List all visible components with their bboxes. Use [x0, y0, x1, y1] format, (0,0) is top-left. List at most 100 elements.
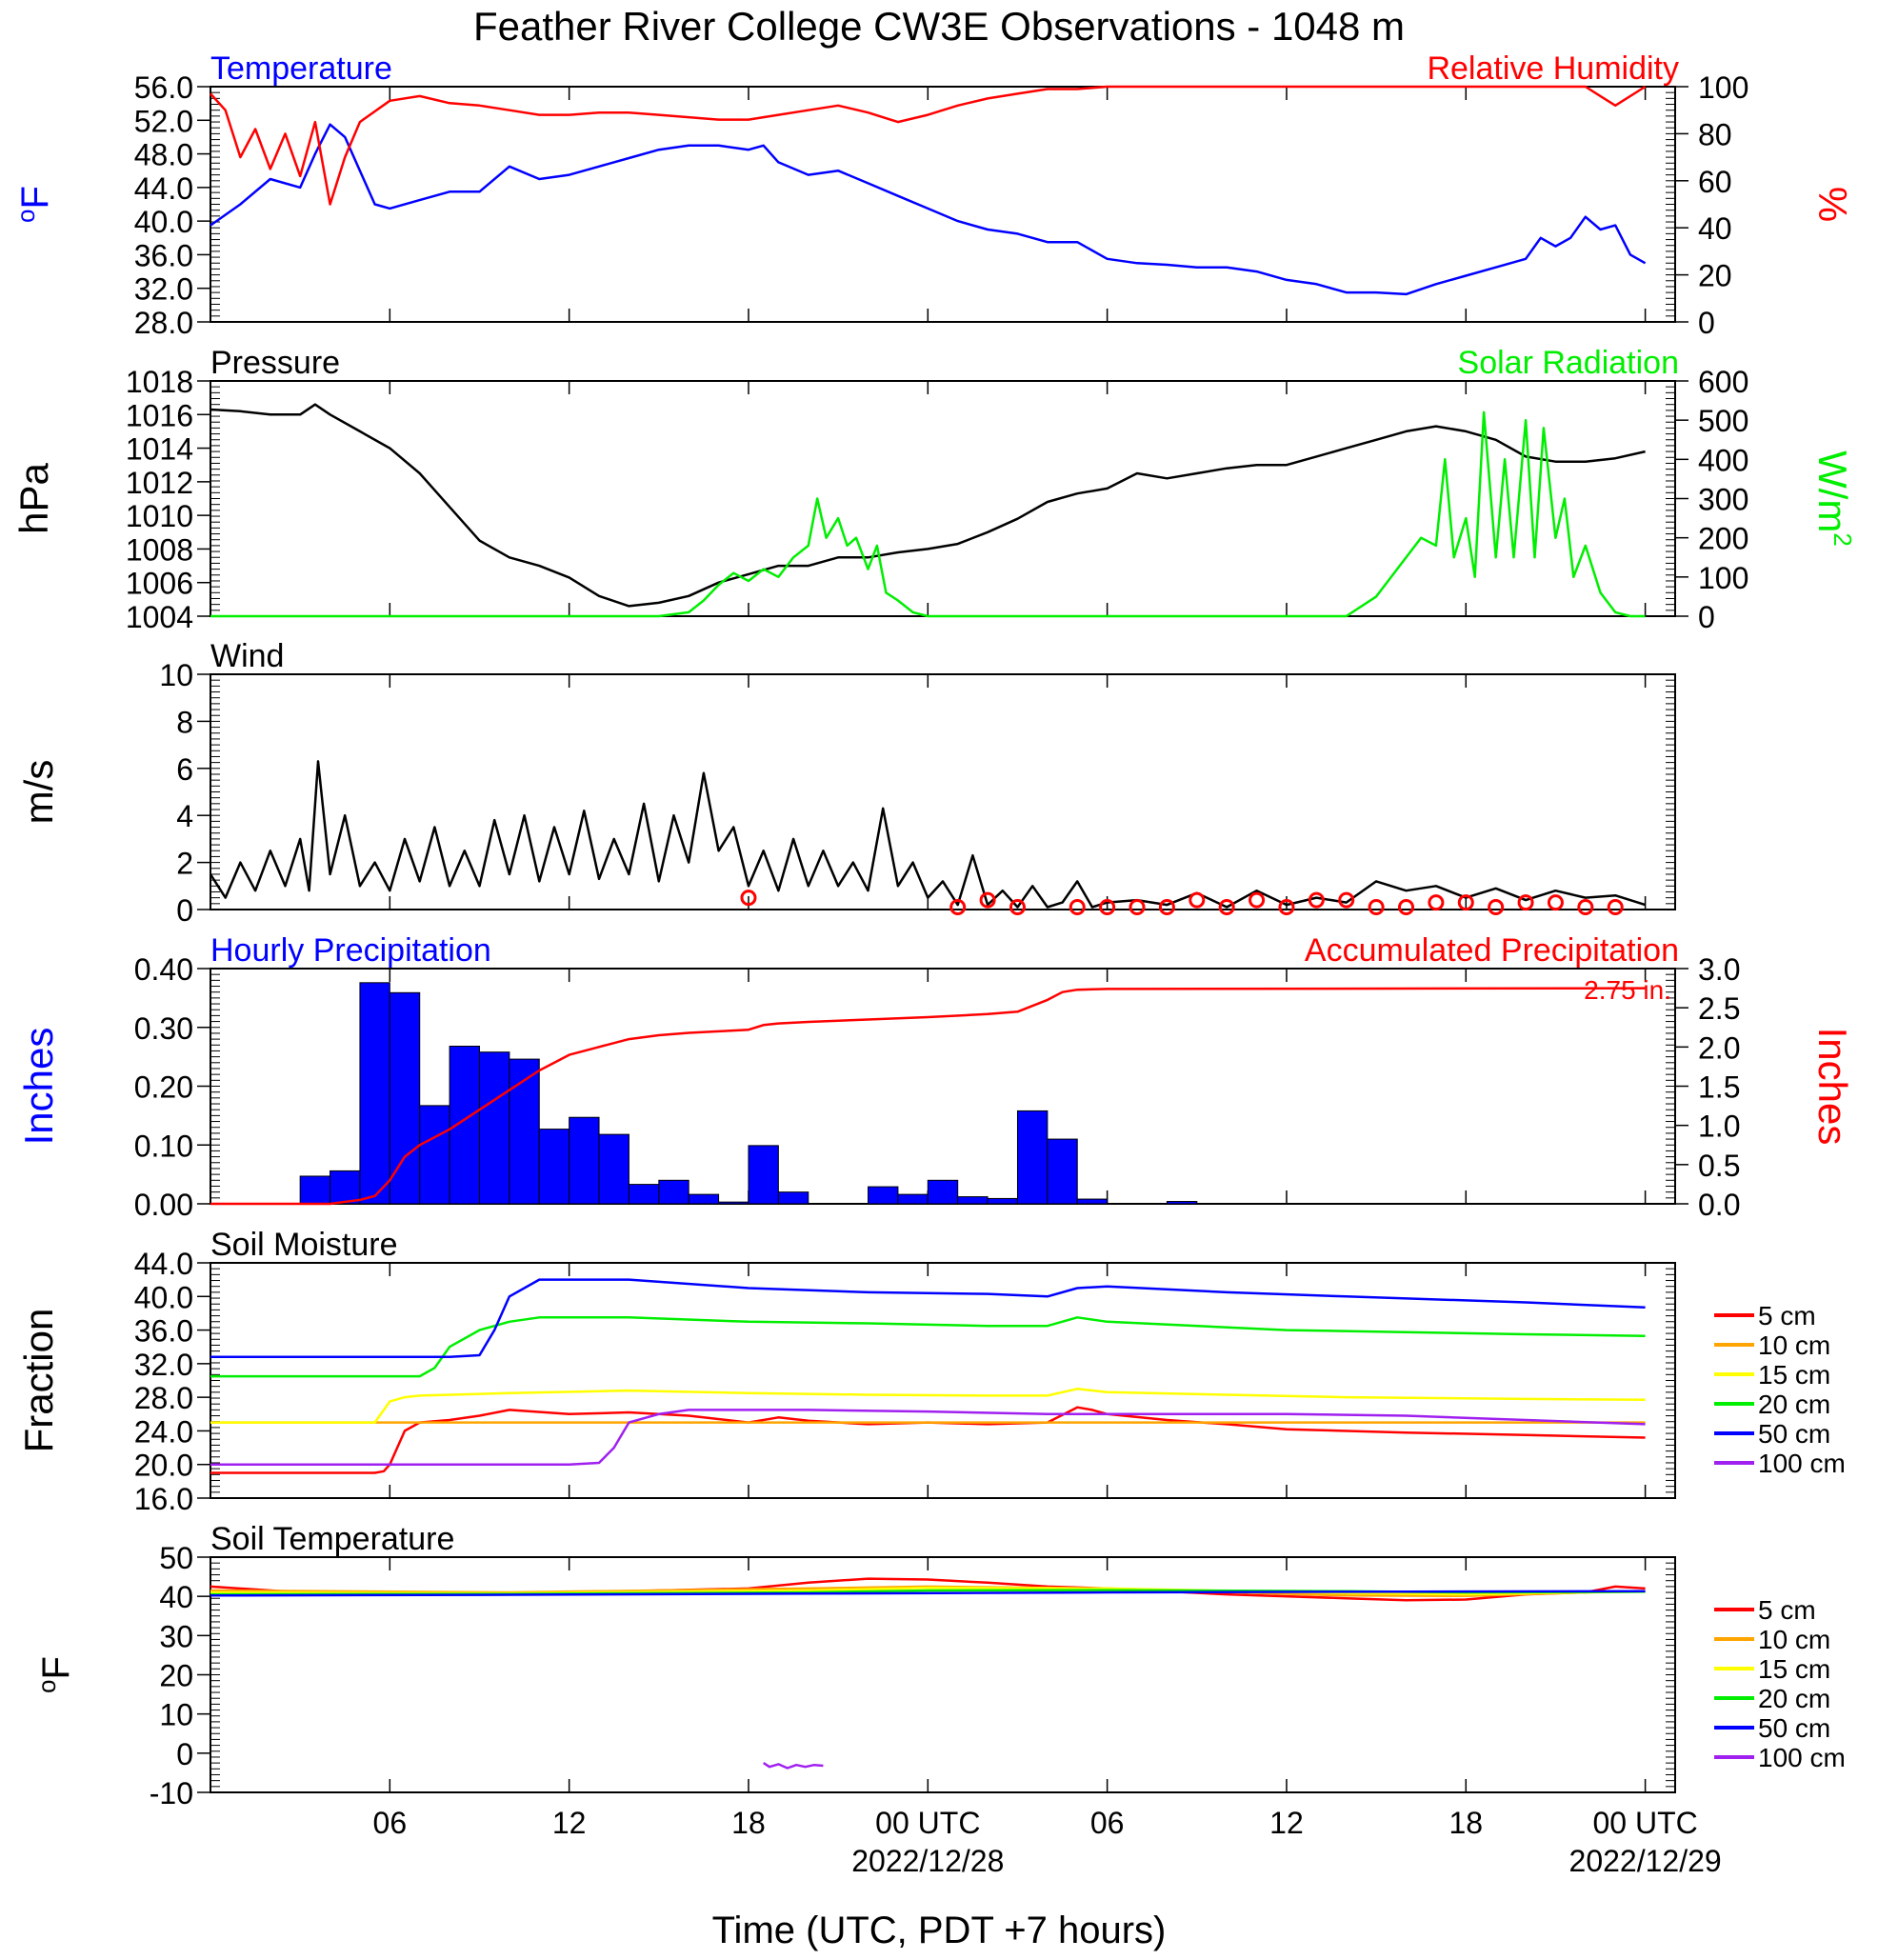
y-tick-label-left: 52.0	[134, 104, 193, 138]
y-tick-label-right: 0	[1698, 306, 1715, 340]
y-tick-label-left: 40.0	[134, 205, 193, 239]
series-line-50-cm	[210, 1590, 1646, 1597]
wind-calm-marker	[1308, 891, 1325, 909]
y-tick-label-left: 40	[159, 1580, 193, 1614]
y-tick-label-left: 28.0	[134, 306, 193, 340]
wind-calm-marker	[740, 890, 757, 907]
y-tick-label-right: 0.0	[1698, 1188, 1740, 1222]
y-tick-label-right: 200	[1698, 522, 1748, 556]
y-tick-label-left: 0.20	[134, 1070, 193, 1105]
x-tick-label: 12	[552, 1806, 587, 1840]
wind-calm-marker	[1158, 899, 1175, 916]
series-line-accumulated-precipitation	[210, 987, 1646, 1206]
y-tick-label-left: 10	[159, 1698, 193, 1732]
y-tick-label-left: 2	[176, 847, 193, 881]
y-tick-label-right: 20	[1698, 259, 1732, 293]
legend-label: 50 cm	[1758, 1419, 1830, 1449]
wind-calm-marker	[979, 891, 996, 909]
y-tick-label-left: 56.0	[134, 70, 193, 105]
wind-calm-marker	[1577, 899, 1594, 916]
plot-frame	[210, 86, 1676, 323]
x-tick-label: 18	[1448, 1806, 1483, 1840]
y-tick-label-left: 1018	[126, 365, 193, 399]
precip-bar	[987, 1197, 1018, 1205]
wind-calm-marker	[1517, 894, 1534, 911]
panel-title-left: Soil Moisture	[210, 1227, 398, 1263]
x-tick-label: 00 UTC	[1592, 1806, 1697, 1840]
y-tick-label-left: -10	[150, 1776, 193, 1810]
y-tick-label-right: 0	[1698, 600, 1715, 634]
y-tick-label-left: 36.0	[134, 1314, 193, 1349]
y-tick-label-left: 36.0	[134, 238, 193, 272]
y-tick-label-left: 30	[159, 1619, 193, 1653]
y-tick-label-left: 50	[159, 1541, 193, 1575]
precip-bar	[718, 1201, 749, 1205]
y-tick-label-left: 44.0	[134, 1247, 193, 1281]
wind-calm-marker	[1009, 899, 1026, 916]
wind-calm-marker	[1189, 891, 1206, 909]
legend-label: 100 cm	[1758, 1449, 1846, 1478]
accumulation-annotation: 2.75 in.	[1584, 975, 1671, 1005]
y-axis-label-left: oF	[11, 186, 56, 223]
y-tick-label-left: 1008	[126, 532, 193, 567]
wind-calm-marker	[1457, 894, 1474, 911]
y-tick-label-right: 100	[1698, 70, 1748, 105]
series-line-pressure	[210, 403, 1646, 608]
y-tick-label-right: 1.0	[1698, 1110, 1740, 1144]
wind-calm-marker	[1488, 899, 1505, 916]
legend-label: 20 cm	[1758, 1684, 1830, 1713]
panel-title-right: Accumulated Precipitation	[1305, 932, 1679, 969]
precip-bar	[1166, 1201, 1198, 1205]
wind-calm-marker	[1368, 899, 1385, 916]
wind-calm-marker	[1607, 899, 1624, 916]
y-tick-label-left: 0.30	[134, 1011, 193, 1046]
y-tick-label-left: 28.0	[134, 1381, 193, 1415]
wind-calm-marker	[1398, 899, 1415, 916]
legend-label: 15 cm	[1758, 1654, 1830, 1684]
y-axis-label-right: Inches	[1810, 1028, 1855, 1146]
y-tick-label-right: 100	[1698, 561, 1748, 595]
precip-bar	[478, 1051, 510, 1205]
wind-calm-marker	[1338, 891, 1355, 909]
series-line-100-cm	[210, 1409, 1646, 1466]
legend-label: 15 cm	[1758, 1360, 1830, 1390]
legend-label: 100 cm	[1758, 1743, 1846, 1772]
y-tick-label-right: 0.5	[1698, 1149, 1740, 1183]
precip-bar	[1016, 1110, 1049, 1205]
y-tick-label-left: 1014	[126, 432, 193, 467]
panel-title-right: Relative Humidity	[1427, 50, 1679, 87]
y-tick-label-left: 1012	[126, 466, 193, 500]
legend-label: 20 cm	[1758, 1390, 1830, 1419]
precip-bar	[957, 1196, 989, 1205]
x-tick-label: 00 UTC	[875, 1806, 980, 1840]
precip-bar	[509, 1058, 540, 1205]
y-tick-label-right: 600	[1698, 365, 1748, 399]
y-axis-label-left: Inches	[16, 1028, 61, 1146]
precip-bar	[359, 982, 390, 1205]
y-tick-label-left: 4	[176, 799, 193, 833]
y-tick-label-left: 16.0	[134, 1482, 193, 1516]
x-tick-label: 18	[731, 1806, 766, 1840]
x-tick-label: 06	[373, 1806, 408, 1840]
y-tick-label-left: 48.0	[134, 138, 193, 172]
plot-frame	[210, 380, 1676, 617]
precip-bar	[688, 1193, 720, 1205]
y-tick-label-right: 2.0	[1698, 1030, 1740, 1065]
series-line-wind	[209, 760, 1646, 909]
y-tick-label-left: 20	[159, 1659, 193, 1693]
x-axis: 06 12 18 00 UTC 2022/12/28 06 12 18 00 UTC 2022/1…	[373, 1806, 1722, 1878]
x-tick-date: 2022/12/28	[851, 1844, 1004, 1878]
y-axis-label-left: Fraction	[16, 1309, 61, 1453]
precip-bar	[658, 1179, 689, 1205]
x-tick-date: 2022/12/29	[1569, 1844, 1722, 1878]
x-tick-label: 12	[1269, 1806, 1304, 1840]
panel-title-right: Solar Radiation	[1458, 345, 1679, 381]
panel-title-left: Temperature	[210, 50, 392, 87]
series-line-solar-radiation	[210, 410, 1646, 618]
y-tick-label-left: 1016	[126, 398, 193, 432]
y-tick-label-left: 1010	[126, 499, 193, 533]
wind-calm-marker	[1218, 899, 1235, 916]
y-tick-label-left: 0	[176, 893, 193, 928]
